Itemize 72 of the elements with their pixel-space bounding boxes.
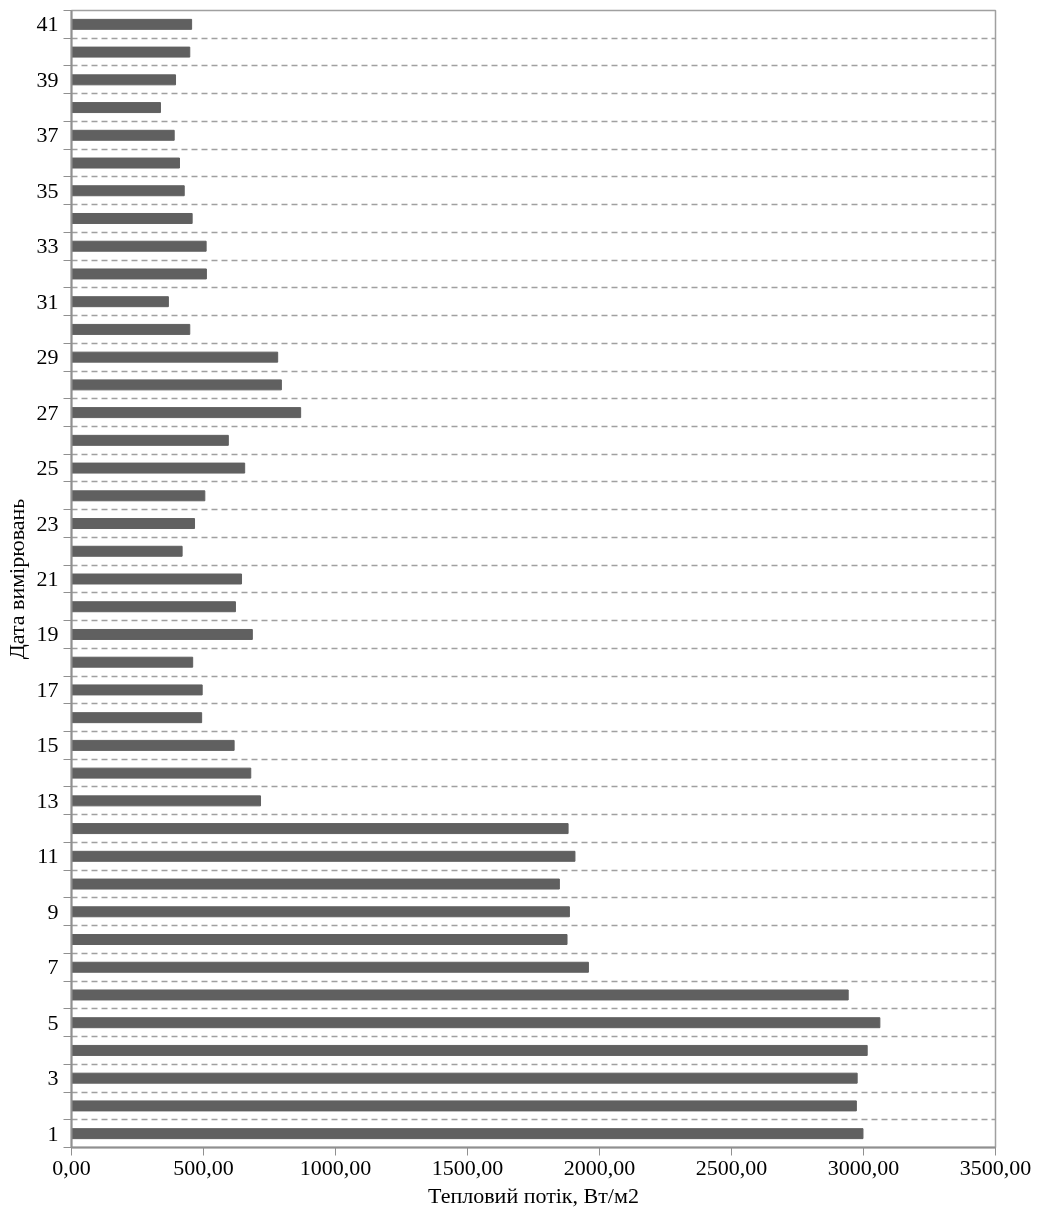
bar: [71, 1100, 857, 1112]
bar: [71, 407, 302, 419]
x-axis-title: Тепловий потік, Вт/м2: [428, 1182, 639, 1208]
y-tick-label: 39: [36, 66, 59, 92]
y-tick-label: 1: [47, 1120, 59, 1146]
bar: [71, 961, 589, 973]
bar: [71, 46, 191, 58]
y-tick-label: 5: [47, 1009, 59, 1035]
bar: [71, 157, 180, 169]
y-tick-label: 37: [36, 122, 59, 148]
y-tick-label: 17: [36, 676, 59, 702]
bar: [71, 18, 193, 30]
x-tick-label: 2500,00: [695, 1154, 768, 1180]
y-axis-title: Дата вимірювань: [3, 498, 29, 660]
bar: [71, 1017, 881, 1029]
bar: [71, 573, 243, 585]
bar: [71, 989, 849, 1001]
y-tick-label: 3: [47, 1065, 59, 1091]
bar: [71, 628, 253, 640]
bar: [71, 102, 161, 114]
bar: [71, 823, 569, 835]
bar: [71, 601, 236, 613]
x-tick-label: 1500,00: [431, 1154, 504, 1180]
bar: [71, 1128, 864, 1140]
x-tick-label: 2000,00: [563, 1154, 636, 1180]
x-tick-label: 500,00: [173, 1154, 234, 1180]
bar: [71, 323, 191, 335]
bar: [71, 268, 207, 280]
bar: [71, 296, 169, 308]
x-tick-label: 3500,00: [959, 1154, 1032, 1180]
bar: [71, 906, 570, 918]
bar: [71, 795, 262, 807]
x-tick-label: 3000,00: [827, 1154, 900, 1180]
bar: [71, 934, 568, 945]
y-tick-label: 35: [36, 177, 59, 203]
y-tick-label: 27: [36, 399, 59, 425]
bar: [71, 74, 177, 86]
bar: [71, 1044, 868, 1056]
y-tick-label: 7: [47, 954, 59, 980]
bar: [71, 1072, 858, 1084]
bar: [71, 684, 203, 696]
bar: [71, 240, 207, 252]
bar: [71, 518, 196, 530]
y-tick-label: 9: [47, 898, 59, 924]
y-tick-label: 19: [36, 621, 59, 647]
bar: [71, 129, 175, 141]
bar: [71, 712, 203, 724]
y-tick-label: 33: [36, 233, 59, 259]
y-tick-label: 23: [36, 510, 59, 536]
y-tick-label: 29: [36, 344, 59, 370]
bar: [71, 490, 206, 502]
y-tick-label: 13: [36, 787, 59, 813]
y-tick-label: 25: [36, 455, 59, 481]
y-tick-label: 21: [36, 566, 59, 591]
bar: [71, 462, 246, 474]
x-tick-label: 0,00: [52, 1154, 91, 1180]
bar: [71, 351, 279, 363]
y-tick-label: 15: [36, 732, 59, 758]
y-tick-label: 31: [36, 288, 59, 314]
bar: [71, 878, 560, 890]
bar: [71, 739, 235, 751]
bar: [71, 850, 576, 862]
x-tick-label: 1000,00: [299, 1154, 372, 1180]
bar: [71, 379, 282, 391]
bar: [71, 213, 193, 224]
bar: [71, 767, 252, 779]
bar: [71, 434, 229, 446]
bar: [71, 185, 185, 197]
y-tick-label: 41: [36, 11, 59, 37]
bar: [71, 545, 183, 557]
bar: [71, 656, 194, 668]
y-tick-label: 11: [37, 843, 59, 869]
